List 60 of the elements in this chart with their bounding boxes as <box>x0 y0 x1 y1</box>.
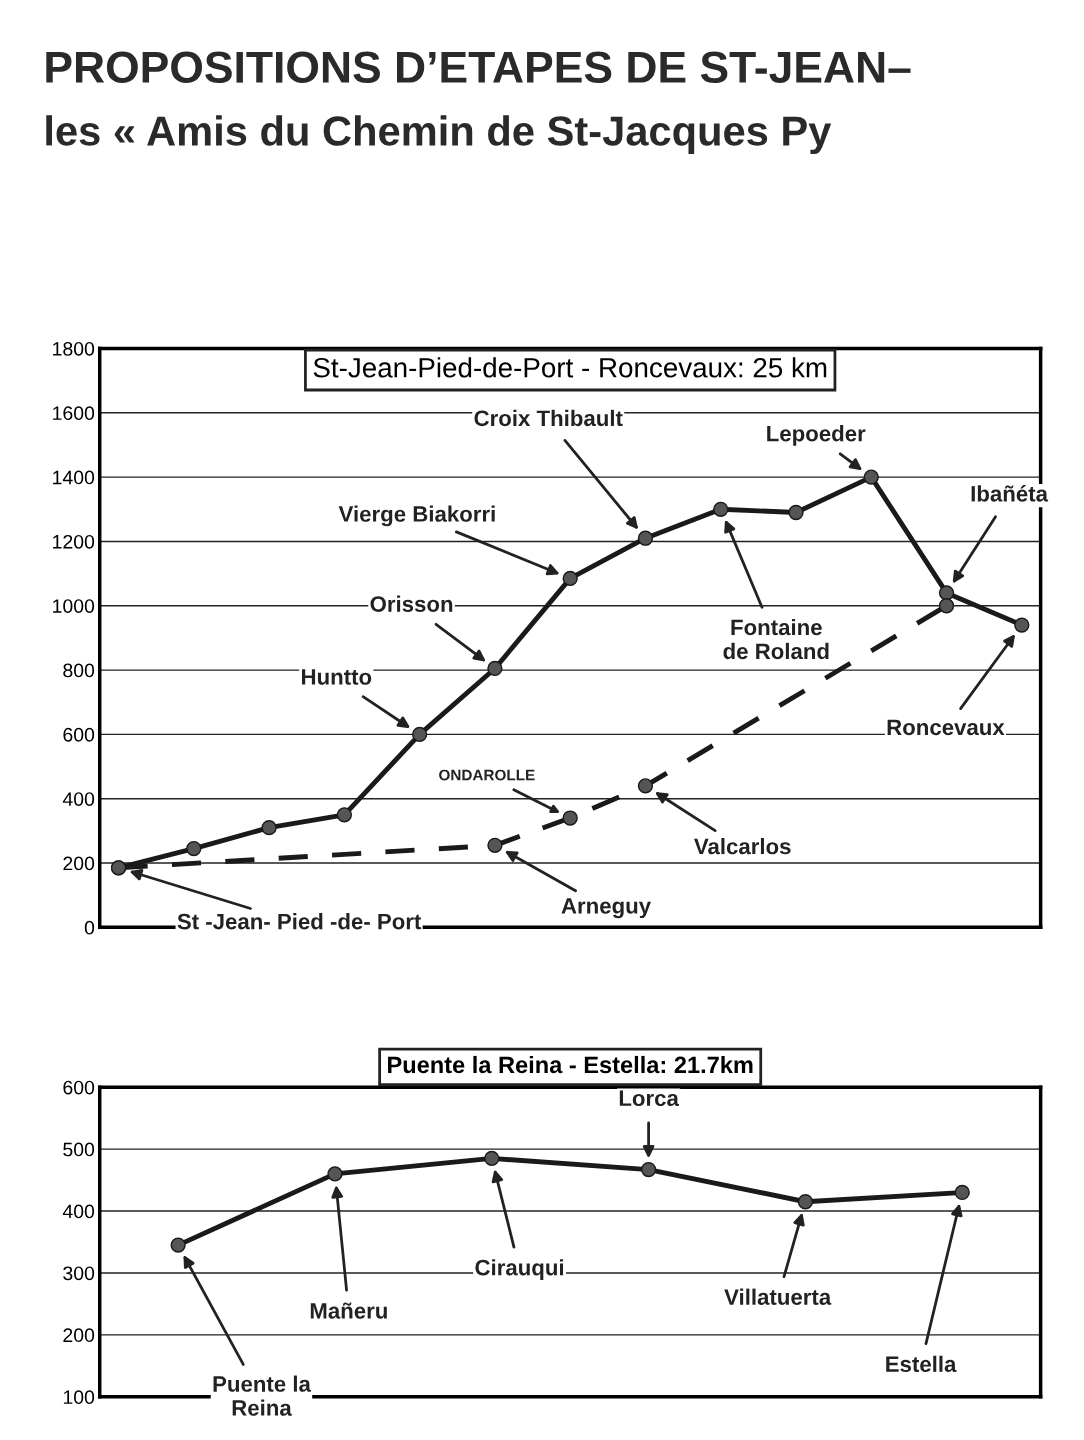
point <box>484 1150 500 1167</box>
y-tick-label: 600 <box>63 1080 95 1095</box>
y-tick-label: 100 <box>63 1390 95 1405</box>
y-tick-label: 300 <box>63 1266 95 1281</box>
point <box>170 1237 186 1253</box>
annotation: Fontaine de Roland <box>723 618 829 660</box>
point <box>411 726 428 743</box>
y-tick-label: 200 <box>63 1328 95 1343</box>
annotation: Cirauqui <box>475 1259 564 1280</box>
point <box>954 1184 970 1201</box>
point <box>1014 617 1030 633</box>
point <box>938 598 955 614</box>
annotation: Villatuerta <box>724 1288 832 1305</box>
annotation: Huntto <box>302 669 372 685</box>
point <box>788 504 804 521</box>
point <box>487 660 503 677</box>
point <box>637 530 654 546</box>
y-tick-label: 1200 <box>53 534 95 549</box>
annotation: Orisson <box>370 595 453 612</box>
point <box>637 778 654 794</box>
annotation: Valcarlos <box>694 838 791 855</box>
annotation: ONDAROLLE <box>439 769 535 781</box>
point <box>336 807 353 823</box>
point <box>186 840 202 857</box>
text: les « Amis du Chemin de St-Jacques Py <box>46 115 832 155</box>
y-tick-label: 200 <box>63 856 95 871</box>
point <box>640 1161 657 1178</box>
y-tick-label: 1400 <box>53 470 95 485</box>
annotation: Croix Thibault <box>474 409 623 427</box>
chart-title: Puente la Reina - Estella: 21.7km <box>388 1055 753 1074</box>
annotation: Vierge Biakorri <box>338 505 495 527</box>
chart-title: St-Jean-Pied-de-Port - Roncevaux: 25 km <box>313 357 827 378</box>
annotation: Roncevaux <box>887 719 1005 736</box>
point <box>562 570 578 587</box>
y-tick-label: 800 <box>63 663 95 678</box>
annotation: Puente la Reina <box>213 1375 312 1416</box>
y-tick-label: 400 <box>62 1204 95 1219</box>
annotation: Ibañéta <box>971 485 1049 502</box>
text: PROPOSITIONS D’ETAPES DE ST-JEAN– <box>46 51 911 84</box>
y-tick-label: 0 <box>84 920 95 935</box>
y-tick-label: 1000 <box>53 599 95 613</box>
point <box>562 810 578 826</box>
annotation: Mañeru <box>310 1302 387 1319</box>
annotation: Estella <box>886 1355 957 1373</box>
point <box>938 585 955 601</box>
y-tick-label: 600 <box>63 727 95 742</box>
point <box>327 1166 343 1182</box>
annotation: Arneguy <box>561 898 651 919</box>
y-tick-label: 1600 <box>53 406 95 421</box>
point <box>261 820 277 836</box>
point <box>487 837 503 853</box>
y-tick-label: 400 <box>62 792 95 806</box>
annotation: St -Jean- Pied -de- Port <box>177 913 422 930</box>
annotation: Lorca <box>619 1090 679 1107</box>
y-tick-label: 1800 <box>53 341 95 356</box>
y-tick-label: 500 <box>63 1142 95 1157</box>
point <box>713 501 729 517</box>
annotation: Lepoeder <box>767 425 866 446</box>
point <box>797 1194 814 1210</box>
point <box>863 469 879 485</box>
